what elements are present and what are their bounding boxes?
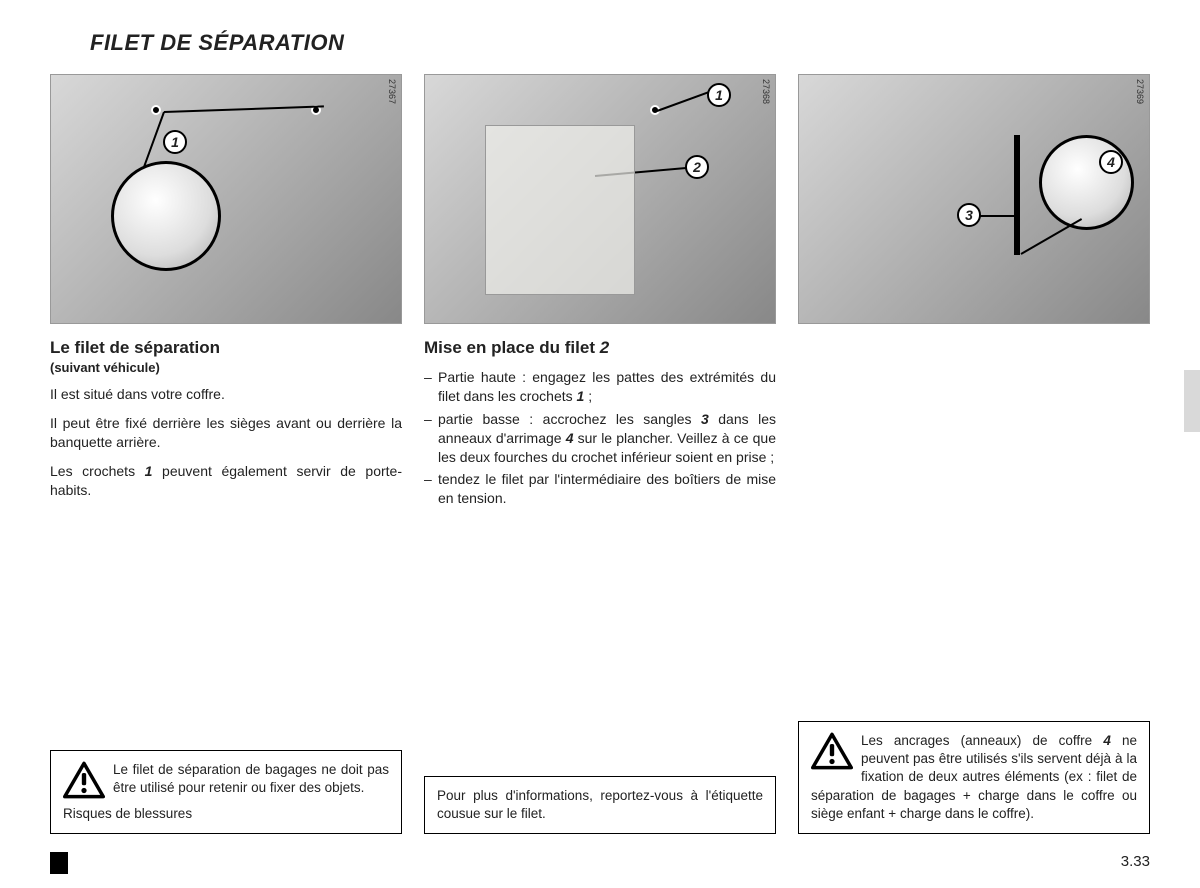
anchor-dot [151,105,161,115]
photo-1: 27367 1 [50,74,402,324]
ref-number: 3 [701,411,709,427]
callout-line [1021,218,1083,255]
section-tab [1184,370,1200,432]
callout-line [164,105,324,113]
text-fragment: Les crochets [50,463,145,479]
callout-1: 1 [163,130,187,154]
column-3: 27369 3 4 Les ancrages (anneaux) de coff… [798,74,1150,834]
instruction-list: Partie haute : engagez les pattes des ex… [424,368,776,512]
zoom-circle [1039,135,1134,230]
net-shape [485,125,635,295]
callout-3: 3 [957,203,981,227]
text-fragment: ; [584,388,592,404]
warning-footer: Risques de blessures [63,805,389,823]
column-2: 27368 1 2 Mise en place du filet 2 Parti… [424,74,776,834]
callout-line [657,90,714,112]
page-title: FILET DE SÉPARATION [90,30,1150,56]
section-heading: Le filet de séparation [50,338,402,358]
list-item: partie basse : accrochez les sangles 3 d… [438,410,776,467]
warning-icon [811,732,853,770]
page-marker [50,852,68,874]
heading-text: Mise en place du filet [424,338,600,357]
callout-line [979,215,1019,217]
warning-text: Le filet de séparation de bagages ne doi… [113,762,389,795]
callout-4: 4 [1099,150,1123,174]
page-number: 3.33 [1121,853,1150,870]
section-subheading: (suivant véhicule) [50,360,402,375]
body-text: Les crochets 1 peuvent également servir … [50,462,402,500]
callout-1: 1 [707,83,731,107]
photo-2-id: 27368 [761,79,771,104]
ref-number: 2 [600,338,609,357]
warning-icon [63,761,105,799]
column-1: 27367 1 Le filet de séparation (suivant … [50,74,402,834]
text-fragment: partie basse : accrochez les sangles [438,411,701,427]
list-item: tendez le filet par l'intermédiaire des … [438,470,776,508]
text-fragment: Partie haute : engagez les pattes des ex… [438,369,776,404]
photo-2: 27368 1 2 [424,74,776,324]
photo-3-id: 27369 [1135,79,1145,104]
info-box: Pour plus d'informations, reportez-vous … [424,776,776,834]
warning-box: Les ancrages (anneaux) de coffre 4 ne pe… [798,721,1150,834]
photo-1-id: 27367 [387,79,397,104]
content-columns: 27367 1 Le filet de séparation (suivant … [50,74,1150,834]
callout-2: 2 [685,155,709,179]
zoom-circle [111,161,221,271]
body-text: Il est situé dans votre coffre. [50,385,402,404]
warning-box: Le filet de séparation de bagages ne doi… [50,750,402,834]
strap [1014,135,1020,255]
list-item: Partie haute : engagez les pattes des ex… [438,368,776,406]
photo-3: 27369 3 4 [798,74,1150,324]
body-text: Il peut être fixé derrière les sièges av… [50,414,402,452]
ref-number: 4 [1103,733,1111,748]
text-fragment: Les ancrages (anneaux) de coffre [861,733,1103,748]
section-heading: Mise en place du filet 2 [424,338,776,358]
